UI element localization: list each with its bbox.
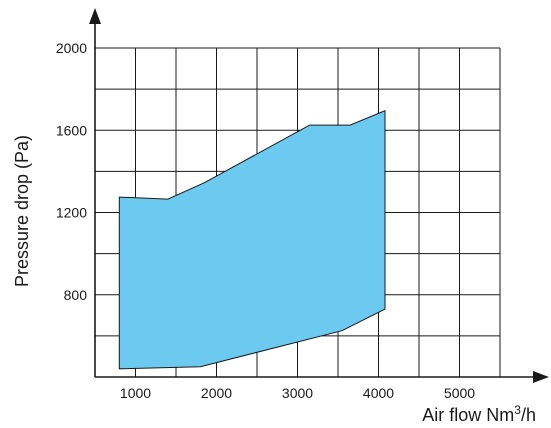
y-axis-arrow-icon <box>89 8 101 24</box>
area-polygon <box>118 109 386 370</box>
y-tick-label: 800 <box>64 287 88 303</box>
pressure-drop-area <box>118 109 386 370</box>
x-tick-label: 3000 <box>282 385 313 401</box>
x-axis-title: Air flow Nm3/h <box>422 403 536 425</box>
x-tick-label: 1000 <box>120 385 151 401</box>
x-axis-arrow-icon <box>533 371 549 383</box>
x-tick-label: 2000 <box>201 385 232 401</box>
y-axis-title: Pressure drop (Pa) <box>12 135 32 287</box>
y-tick-labels: 800 1200 1600 2000 <box>56 40 87 303</box>
y-tick-label: 2000 <box>56 40 87 56</box>
y-tick-label: 1600 <box>56 122 87 138</box>
x-tick-labels: 1000 2000 3000 4000 5000 <box>120 385 475 401</box>
x-tick-label: 4000 <box>363 385 394 401</box>
axes <box>89 8 549 383</box>
x-tick-label: 5000 <box>444 385 475 401</box>
y-tick-label: 1200 <box>56 205 87 221</box>
